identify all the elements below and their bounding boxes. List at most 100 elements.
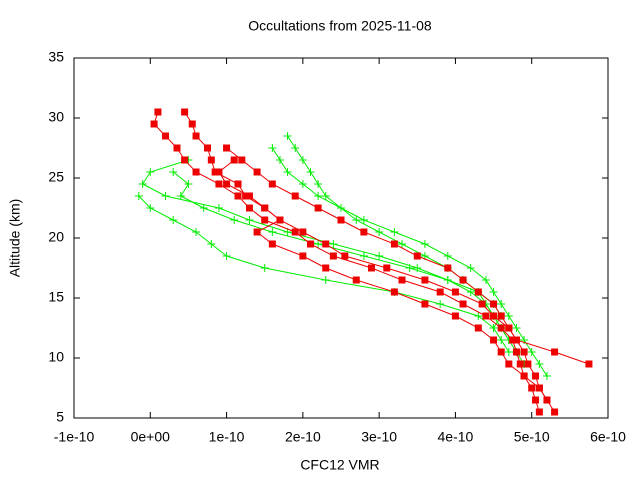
point-marker [352,216,361,224]
point-marker [459,276,467,284]
point-marker [352,276,360,284]
point-marker [497,324,505,332]
point-marker [489,288,498,296]
point-marker [181,108,189,116]
profile-line [172,171,502,329]
x-tick-label: 1e-10 [209,429,245,445]
point-marker [245,192,253,200]
point-marker [204,144,211,152]
point-marker [230,216,239,224]
point-marker [223,180,231,188]
point-marker [291,192,299,200]
point-marker [520,372,528,380]
point-marker [261,216,269,224]
point-marker [222,252,231,260]
y-tick-label: 10 [48,349,64,365]
point-marker [261,204,269,212]
point-marker [341,252,349,260]
point-marker [532,396,540,404]
point-marker [299,252,307,260]
chart-title: Occultations from 2025-11-08 [248,18,432,34]
point-marker [192,168,200,176]
point-marker [230,156,238,164]
point-marker [359,216,368,224]
y-tick-label: 15 [48,289,64,305]
point-marker [490,312,498,320]
point-marker [314,180,323,188]
point-marker [207,240,216,248]
point-marker [542,372,551,380]
point-marker [161,192,170,200]
point-marker [497,348,505,356]
point-marker [207,156,215,164]
point-marker [466,264,475,272]
x-axis-label: CFC12 VMR [300,457,379,473]
point-marker [504,312,513,320]
point-marker [199,204,208,212]
point-marker [535,408,543,416]
point-marker [490,300,498,308]
point-marker [504,348,513,356]
y-tick-label: 35 [48,49,64,65]
point-marker [238,156,246,164]
point-marker [268,228,277,236]
point-marker [162,132,170,140]
point-marker [474,288,482,296]
point-marker [481,276,490,284]
point-marker [359,252,368,260]
profile-line [218,159,548,401]
point-marker [551,408,559,416]
point-marker [234,180,242,188]
point-marker [375,228,384,236]
point-marker [337,216,345,224]
point-marker [497,312,505,320]
point-marker [512,348,520,356]
point-marker [215,168,223,176]
point-marker [322,240,330,248]
point-marker [283,132,292,140]
point-marker [512,336,520,344]
point-marker [321,276,330,284]
point-marker [585,360,593,368]
point-marker [275,156,284,164]
point-marker [298,156,307,164]
point-marker [192,132,200,140]
point-marker [512,324,521,332]
point-marker [398,276,406,284]
point-marker [421,276,429,284]
x-tick-label: 2e-10 [285,429,321,445]
point-marker [268,240,276,248]
point-marker [192,228,201,236]
point-marker [337,204,345,212]
y-tick-label: 30 [48,109,64,125]
point-marker [390,288,398,296]
point-marker [535,360,544,368]
y-axis-label: Altitude (km) [7,199,23,278]
point-marker [528,384,536,392]
point-marker [413,252,421,260]
point-marker [253,168,261,176]
point-marker [134,192,143,200]
point-marker [184,180,193,188]
point-marker [188,120,196,128]
point-marker [215,180,223,188]
point-marker [490,336,498,344]
point-marker [390,240,398,248]
point-marker [253,228,261,236]
point-marker [211,168,219,176]
point-marker [321,192,330,200]
point-marker [360,228,368,236]
point-marker [405,264,414,272]
point-marker [459,300,467,308]
profile-line [271,147,548,377]
point-marker [505,324,513,332]
x-tick-label: -1e-10 [54,429,95,445]
y-tick-label: 5 [56,409,64,425]
point-marker [482,312,490,320]
point-marker [497,300,506,308]
point-marker [520,348,528,356]
point-marker [298,180,307,188]
point-marker [329,240,338,248]
point-marker [154,108,162,116]
